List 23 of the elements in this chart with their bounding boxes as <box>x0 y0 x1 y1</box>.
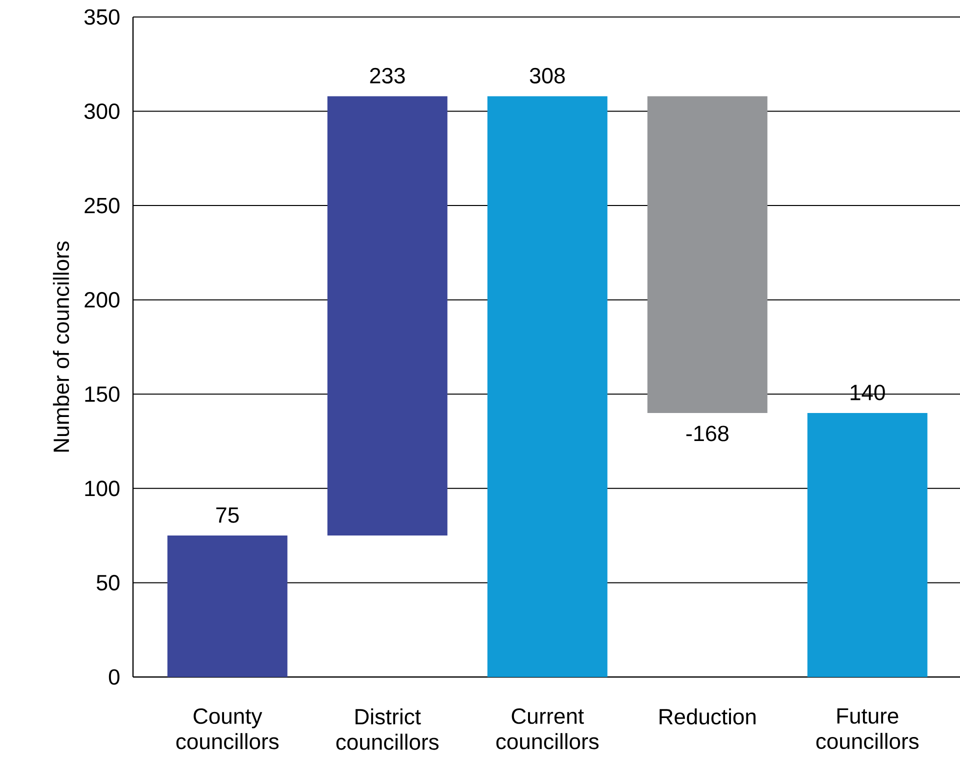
bar <box>647 96 768 413</box>
y-tick-label: 250 <box>84 198 120 214</box>
y-tick-label: 350 <box>84 9 120 25</box>
y-tick-label: 150 <box>85 386 120 402</box>
x-tick-label: Future councillors <box>816 708 919 750</box>
bar <box>807 412 928 677</box>
y-axis-title: Number of councillors <box>52 241 70 452</box>
data-label: 75 <box>216 507 239 523</box>
y-tick-label: 300 <box>84 103 120 120</box>
x-tick-label: District councillors <box>336 708 439 750</box>
y-tick-label: 50 <box>96 574 120 590</box>
data-label: 233 <box>370 68 405 84</box>
bar <box>487 96 608 677</box>
bar <box>327 96 448 536</box>
y-tick-label: 0 <box>108 669 120 685</box>
y-tick-label: 100 <box>85 480 120 496</box>
data-label: -168 <box>686 426 728 442</box>
x-tick-label: County councillors <box>176 708 279 750</box>
data-label: 308 <box>530 68 565 84</box>
y-tick-label: 200 <box>84 292 120 308</box>
x-tick-label: Current councillors <box>496 708 599 750</box>
x-tick-label: Reduction <box>660 708 756 725</box>
bar <box>167 536 288 677</box>
